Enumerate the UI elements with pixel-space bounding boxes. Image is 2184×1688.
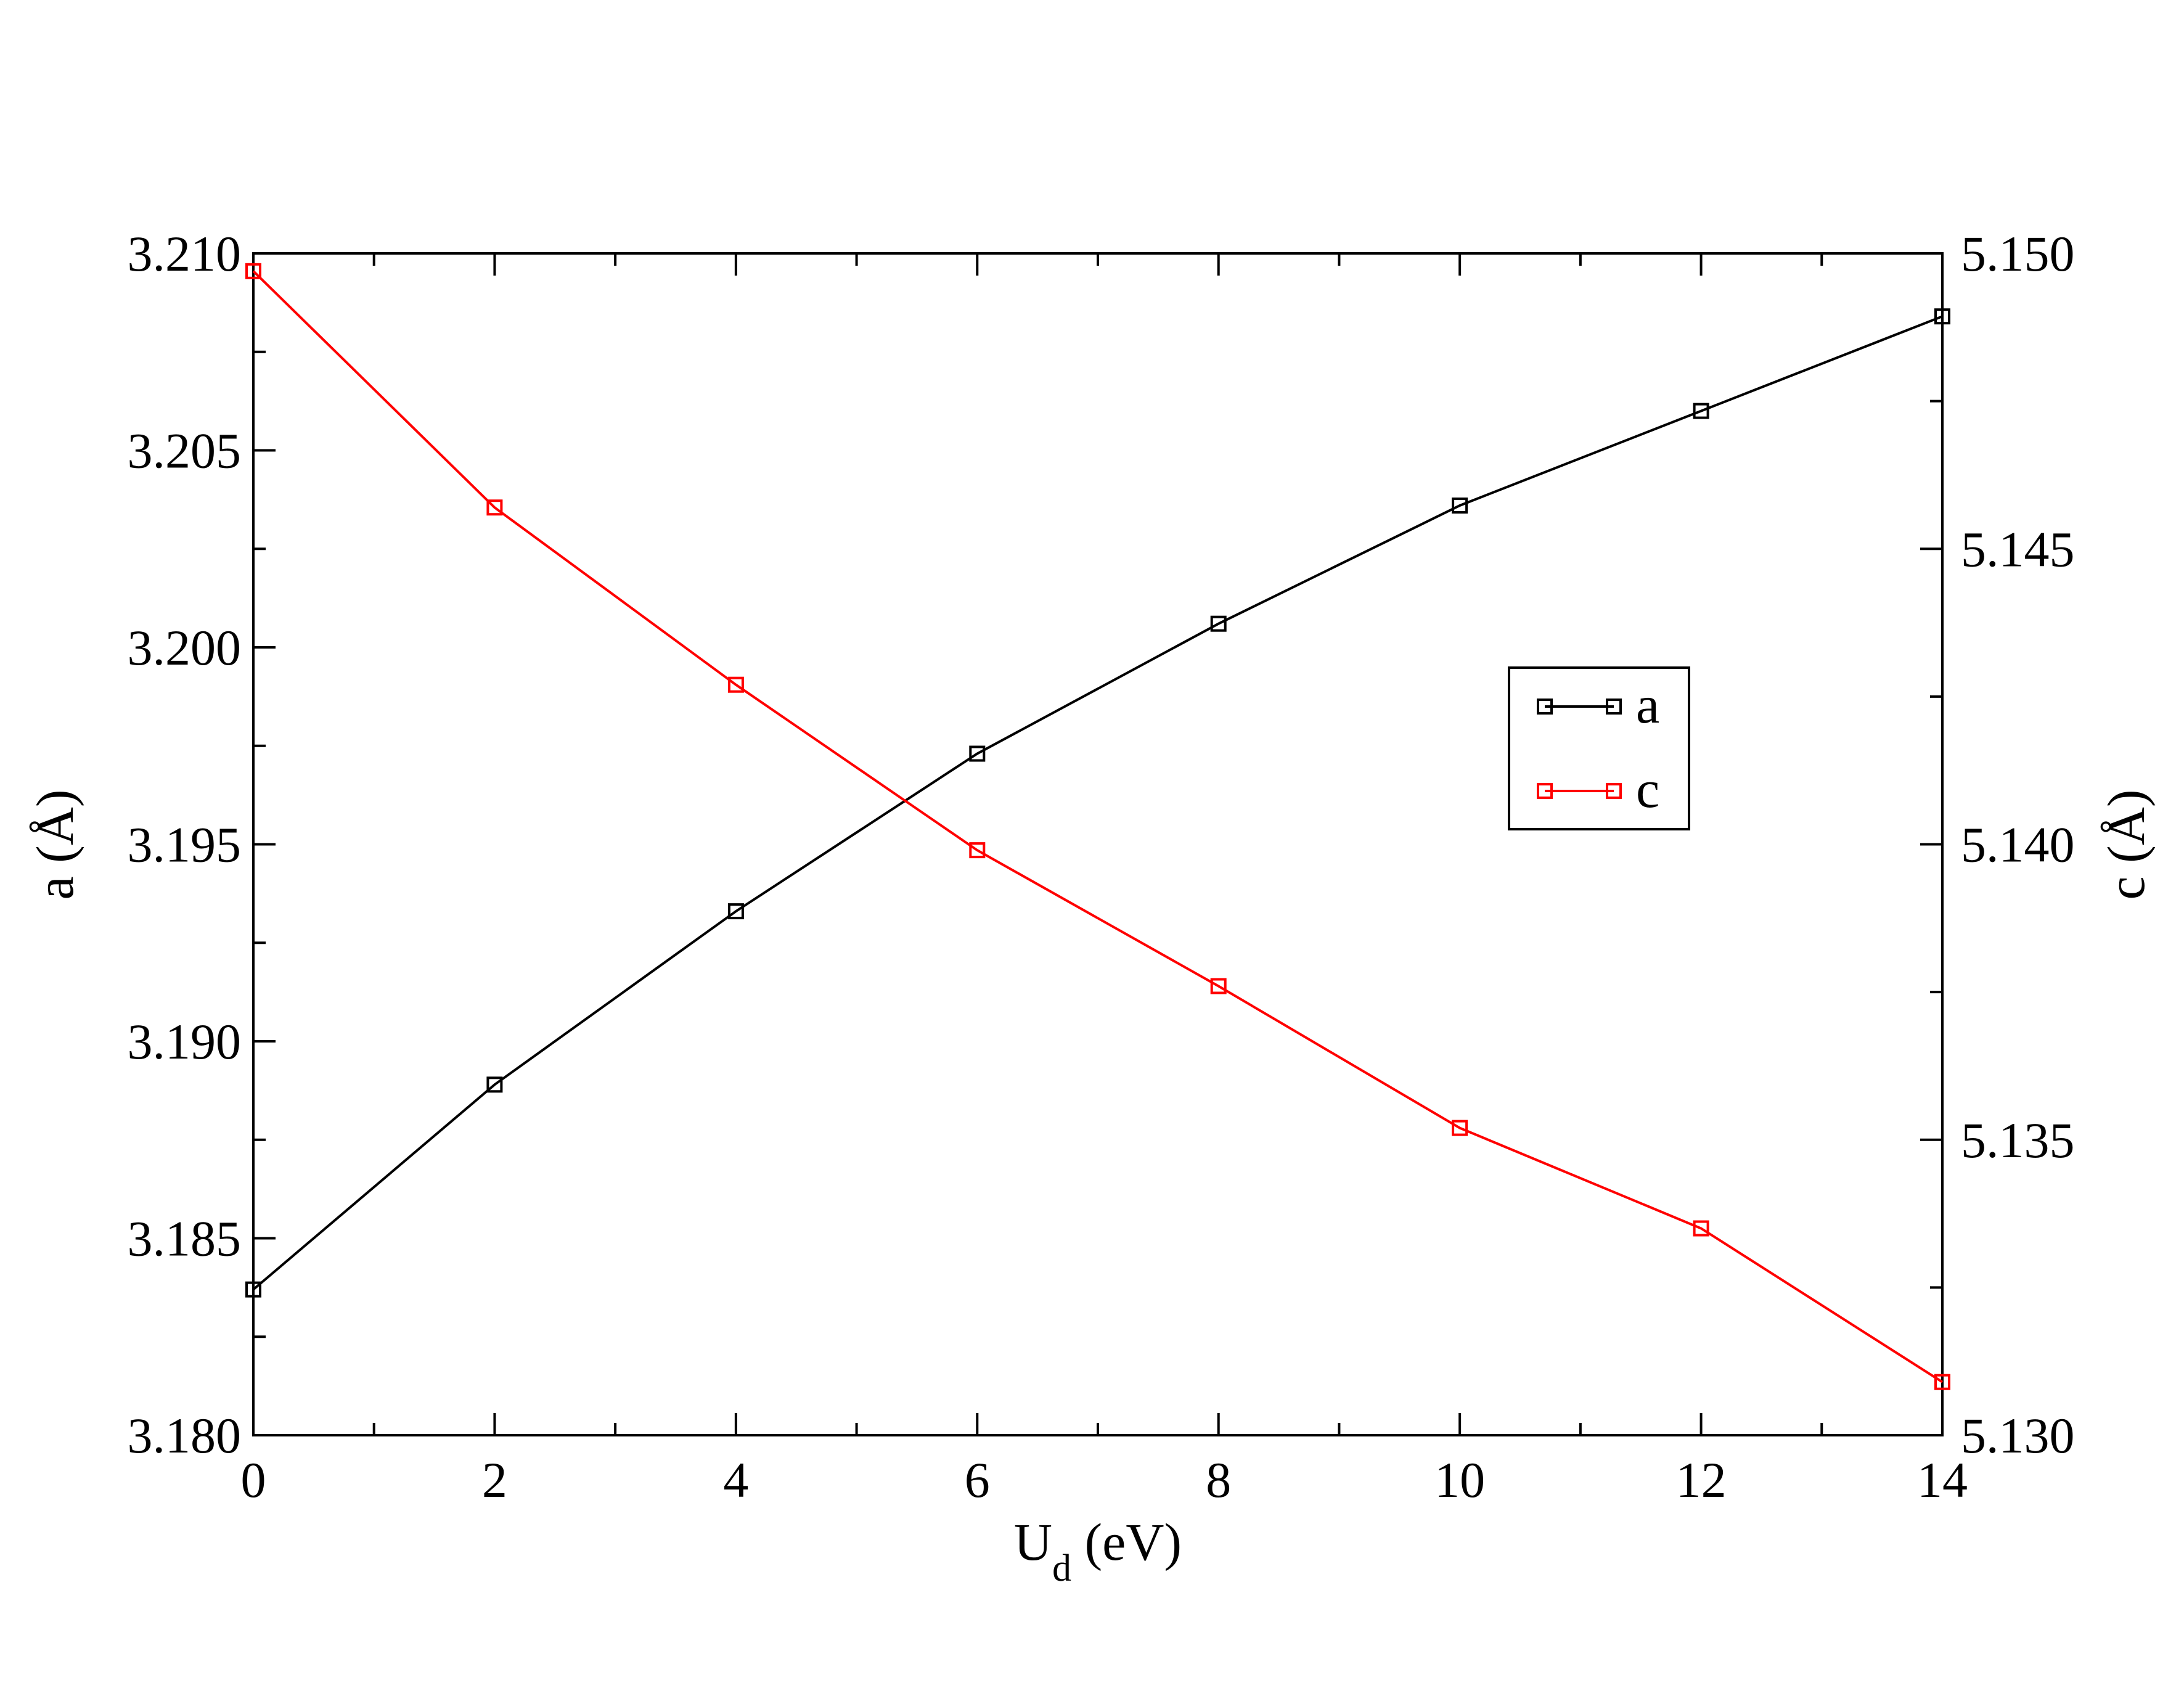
- left-y-tick-label: 3.195: [128, 817, 242, 873]
- x-tick-label: 14: [1917, 1452, 1968, 1508]
- data-point-a: [1210, 615, 1227, 632]
- legend-label-a: a: [1636, 675, 1659, 734]
- data-point-a: [1934, 308, 1950, 325]
- legend-item-c: c: [1537, 760, 1659, 819]
- plot-frame: [252, 252, 1944, 1436]
- data-point-c: [1693, 1220, 1709, 1237]
- data-point-a: [969, 745, 986, 762]
- x-axis-title-main: U: [1014, 1512, 1052, 1571]
- series-layer: [245, 263, 1950, 1390]
- legend: a c: [1508, 666, 1690, 830]
- x-axis-title-rest: (eV): [1071, 1512, 1182, 1571]
- left-y-tick-label: 3.200: [128, 620, 242, 676]
- left-y-tick-label: 3.180: [128, 1407, 242, 1464]
- legend-marker-c-left: [1537, 783, 1553, 799]
- x-tick-label: 2: [482, 1452, 507, 1508]
- data-point-a: [245, 1281, 261, 1298]
- right-y-tick-label: 5.150: [1961, 226, 2075, 282]
- left-y-axis-title: a (Å): [25, 789, 84, 899]
- right-y-tick-label: 5.135: [1961, 1112, 2075, 1168]
- data-point-c: [1452, 1120, 1468, 1136]
- data-point-a: [727, 903, 744, 920]
- legend-marker-a-left: [1537, 699, 1553, 715]
- legend-marker-a-right: [1606, 699, 1622, 715]
- left-y-tick-label: 3.210: [128, 226, 242, 282]
- data-point-a: [486, 1076, 503, 1093]
- data-point-a: [1693, 403, 1709, 419]
- series-line-a: [252, 315, 1943, 1291]
- data-point-a: [1452, 498, 1468, 514]
- data-point-c: [969, 842, 986, 859]
- series-line-c: [252, 270, 1944, 1383]
- right-y-axis-title: c (Å): [2096, 789, 2156, 899]
- data-point-c: [1934, 1374, 1950, 1390]
- x-tick-label: 6: [965, 1452, 990, 1508]
- x-axis-title: Ud (eV): [1014, 1512, 1182, 1589]
- left-y-tick-label: 3.185: [128, 1211, 242, 1267]
- x-tick-label: 12: [1676, 1452, 1727, 1508]
- x-axis-ticks: 0 2 4 6 8 10 12 14: [241, 253, 1968, 1508]
- legend-item-a: a: [1537, 675, 1659, 734]
- x-tick-label: 4: [723, 1452, 748, 1508]
- right-y-tick-label: 5.140: [1961, 817, 2075, 873]
- left-y-axis-ticks: 3.180 3.185 3.190 3.195 3.200 3.205 3.210: [128, 226, 276, 1464]
- right-y-axis-ticks: 5.130 5.135 5.140 5.145 5.150: [1920, 226, 2075, 1464]
- data-point-c: [727, 676, 744, 693]
- data-point-c: [486, 499, 503, 516]
- legend-marker-c-right: [1606, 783, 1622, 799]
- x-tick-label: 10: [1434, 1452, 1485, 1508]
- x-axis-title-subscript: d: [1052, 1547, 1071, 1589]
- right-y-tick-label: 5.145: [1961, 521, 2075, 577]
- data-point-c: [245, 263, 261, 279]
- data-point-c: [1210, 978, 1227, 994]
- x-tick-label: 0: [241, 1452, 266, 1508]
- left-y-tick-label: 3.205: [128, 423, 242, 479]
- legend-box: [1508, 666, 1690, 830]
- right-y-tick-label: 5.130: [1961, 1407, 2075, 1464]
- legend-label-c: c: [1636, 760, 1659, 819]
- left-y-tick-label: 3.190: [128, 1014, 242, 1070]
- x-tick-label: 8: [1206, 1452, 1231, 1508]
